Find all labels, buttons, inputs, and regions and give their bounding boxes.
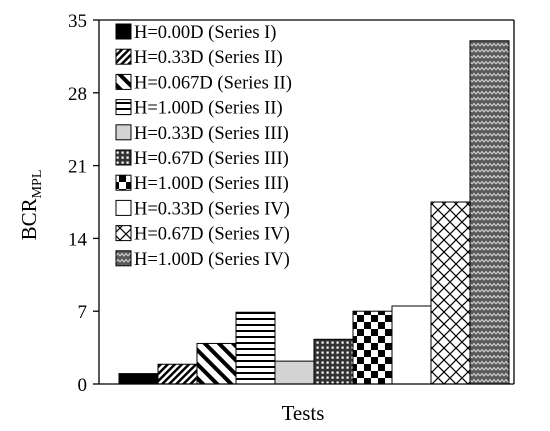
legend-swatch-9 bbox=[115, 225, 132, 242]
y-tick-label: 21 bbox=[68, 157, 87, 178]
legend-swatch-1 bbox=[115, 23, 132, 40]
bar-9 bbox=[430, 201, 471, 385]
legend-label-4: H=1.00D (Series II) bbox=[134, 99, 283, 119]
legend-label-5: H=0.33D (Series III) bbox=[134, 124, 289, 144]
legend-swatch-2 bbox=[115, 48, 132, 65]
bar-6 bbox=[313, 338, 354, 385]
legend-swatch-5 bbox=[115, 124, 132, 141]
legend-label-9: H=0.67D (Series IV) bbox=[134, 225, 290, 245]
bar-3 bbox=[196, 342, 237, 385]
legend-label-3: H=0.067D (Series II) bbox=[134, 73, 292, 93]
legend-swatch-8 bbox=[115, 199, 132, 216]
y-tick-label: 35 bbox=[68, 11, 87, 32]
y-tick-label: 14 bbox=[68, 229, 88, 250]
legend-label-7: H=1.00D (Series III) bbox=[134, 174, 289, 194]
axes bbox=[98, 19, 515, 385]
legend-swatch-3 bbox=[115, 73, 132, 90]
legend-label-2: H=0.33D (Series II) bbox=[134, 48, 283, 68]
y-axis-title-main: BCR bbox=[17, 198, 41, 240]
y-tick-label: 28 bbox=[68, 84, 87, 105]
bar-1 bbox=[118, 373, 159, 385]
bar-2 bbox=[157, 363, 198, 385]
bar-5 bbox=[274, 360, 315, 385]
y-axis-title-subscript: MPL bbox=[30, 170, 45, 199]
legend-label-1: H=0.00D (Series I) bbox=[134, 23, 276, 43]
legend-label-8: H=0.33D (Series IV) bbox=[134, 199, 290, 219]
legend-swatch-7 bbox=[115, 174, 132, 191]
legend-label-6: H=0.67D (Series III) bbox=[134, 149, 289, 169]
legend-label-10: H=1.00D (Series IV) bbox=[134, 250, 290, 270]
bar-7 bbox=[352, 310, 393, 385]
legend-swatch-4 bbox=[115, 99, 132, 116]
y-tick-label: 7 bbox=[78, 302, 88, 323]
y-ticks: 0 7 14 21 28 35 bbox=[68, 11, 99, 396]
bar-10 bbox=[469, 40, 510, 385]
y-tick-label: 0 bbox=[78, 375, 88, 396]
legend-swatch-10 bbox=[115, 250, 132, 267]
x-axis-title: Tests bbox=[282, 401, 325, 425]
y-axis-title: BCRMPL bbox=[17, 170, 45, 241]
legend-swatch-6 bbox=[115, 149, 132, 166]
bar-4 bbox=[235, 311, 276, 385]
bar-8 bbox=[391, 305, 432, 385]
legend: H=0.00D (Series I) H=0.33D (Series II) H=0… bbox=[115, 23, 292, 270]
